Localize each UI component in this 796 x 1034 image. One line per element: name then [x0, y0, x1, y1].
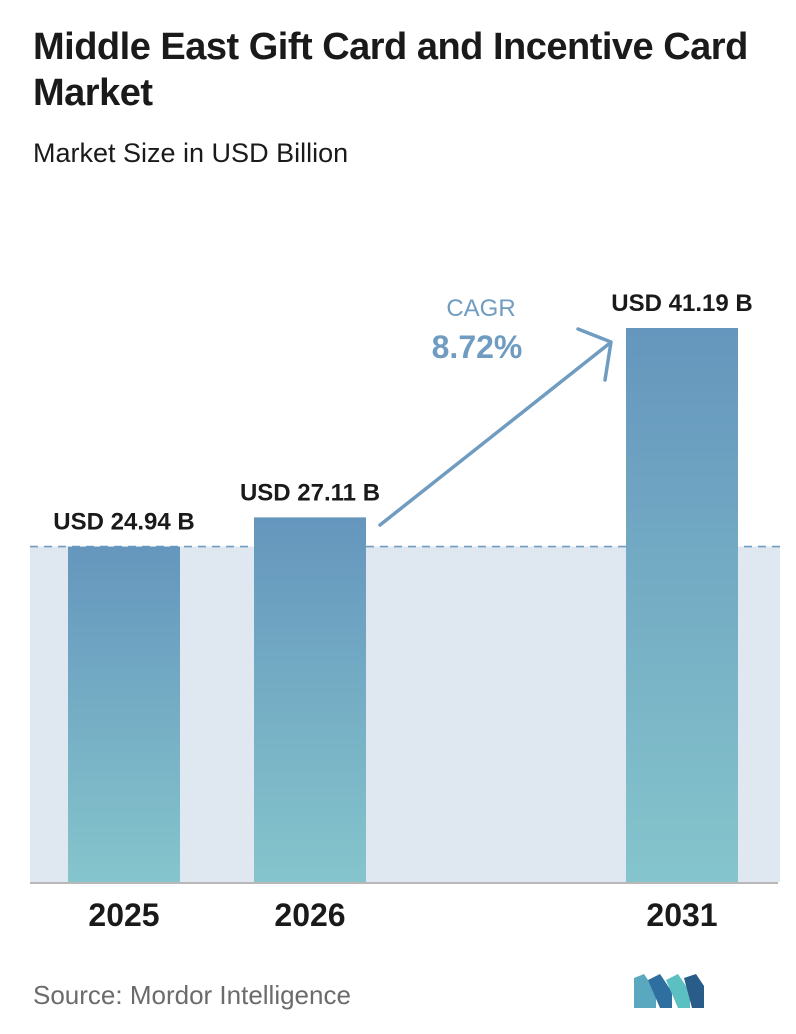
mordor-intelligence-logo-icon [634, 972, 704, 1015]
bar-2031 [626, 328, 738, 882]
bar-2026 [254, 517, 366, 882]
source-note: Source: Mordor Intelligence [33, 980, 351, 1010]
x-tick-2026: 2026 [274, 897, 345, 933]
chart-title: Middle East Gift Card and Incentive Card… [33, 26, 748, 114]
cagr-arrow [378, 327, 613, 527]
bar-2025 [68, 546, 180, 882]
value-label-2031: USD 41.19 B [611, 290, 752, 317]
value-label-2026: USD 27.11 B [240, 479, 380, 506]
chart-subtitle: Market Size in USD Billion [33, 138, 349, 168]
x-tick-2031: 2031 [646, 897, 717, 933]
x-tick-2025: 2025 [88, 897, 159, 933]
cagr-value: 8.72% [432, 329, 523, 365]
bar-chart: USD 24.94 B 2025 USD 27.11 B 2026 USD 41.19 … [30, 290, 780, 933]
cagr-label: CAGR [446, 295, 515, 322]
value-label-2025: USD 24.94 B [53, 509, 194, 536]
